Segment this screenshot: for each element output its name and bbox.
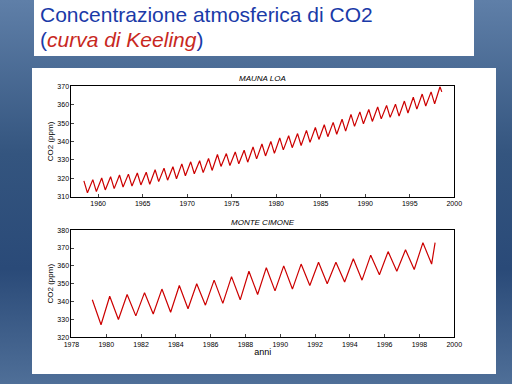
svg-text:1975: 1975 <box>224 200 240 207</box>
svg-text:MAUNA LOA: MAUNA LOA <box>239 74 286 83</box>
svg-text:2000: 2000 <box>446 200 462 207</box>
svg-text:1998: 1998 <box>412 341 428 348</box>
svg-text:340: 340 <box>57 298 69 305</box>
svg-text:1970: 1970 <box>179 200 195 207</box>
svg-text:340: 340 <box>57 138 69 145</box>
svg-text:1990: 1990 <box>357 200 373 207</box>
svg-text:1965: 1965 <box>135 200 151 207</box>
svg-text:360: 360 <box>57 101 69 108</box>
svg-text:1996: 1996 <box>377 341 393 348</box>
svg-text:320: 320 <box>57 175 69 182</box>
svg-text:370: 370 <box>57 83 69 90</box>
svg-text:320: 320 <box>57 334 69 341</box>
svg-text:350: 350 <box>57 280 69 287</box>
svg-text:anni: anni <box>254 347 271 357</box>
svg-text:1984: 1984 <box>168 341 184 348</box>
svg-text:2000: 2000 <box>446 341 462 348</box>
svg-text:310: 310 <box>57 193 69 200</box>
svg-text:330: 330 <box>57 316 69 323</box>
svg-text:1995: 1995 <box>402 200 418 207</box>
svg-text:1985: 1985 <box>313 200 329 207</box>
svg-text:380: 380 <box>57 227 69 234</box>
svg-text:1978: 1978 <box>64 341 80 348</box>
svg-text:1980: 1980 <box>268 200 284 207</box>
svg-text:1988: 1988 <box>238 341 254 348</box>
svg-text:1982: 1982 <box>133 341 149 348</box>
svg-text:CO2 (ppm): CO2 (ppm) <box>46 121 55 161</box>
svg-text:1960: 1960 <box>90 200 106 207</box>
svg-text:1986: 1986 <box>203 341 219 348</box>
svg-text:MONTE CIMONE: MONTE CIMONE <box>231 218 295 227</box>
svg-text:360: 360 <box>57 262 69 269</box>
html-text:Concentrazione atmosferica di: Concentrazione atmosferica di CO2 <box>40 3 373 26</box>
html-text:(curva di Keeling): (curva di Keeling) <box>40 28 204 51</box>
svg-text:1992: 1992 <box>307 341 323 348</box>
svg-text:1994: 1994 <box>342 341 358 348</box>
svg-text:1980: 1980 <box>98 341 114 348</box>
svg-text:330: 330 <box>57 156 69 163</box>
svg-text:CO2 (ppm): CO2 (ppm) <box>46 264 55 304</box>
svg-text:370: 370 <box>57 244 69 251</box>
svg-text:350: 350 <box>57 120 69 127</box>
svg-text:1990: 1990 <box>272 341 288 348</box>
